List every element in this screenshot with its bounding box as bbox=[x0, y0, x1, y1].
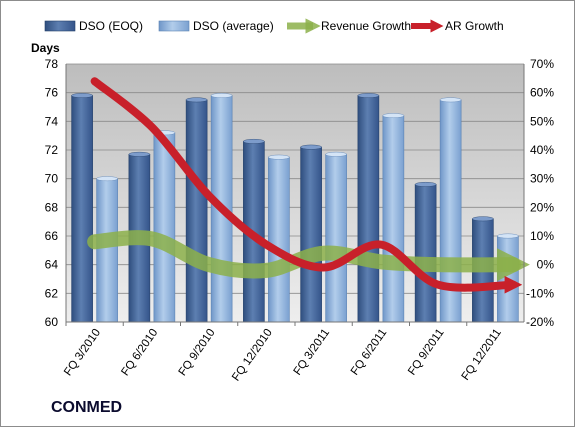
bar-cap bbox=[357, 93, 380, 98]
y2-tick-label: 20% bbox=[530, 200, 554, 214]
growth-lines bbox=[87, 77, 530, 294]
bar-cap bbox=[268, 154, 290, 160]
legend-label: Revenue Growth bbox=[321, 19, 411, 33]
y-tick-label: 74 bbox=[45, 114, 59, 128]
legend-label: DSO (EOQ) bbox=[79, 19, 143, 33]
bar-dso-average bbox=[96, 178, 118, 323]
legend-swatch-dso-eoq bbox=[44, 20, 76, 32]
y-axis-title: Days bbox=[31, 41, 60, 55]
bar-dso-eoq bbox=[300, 146, 322, 323]
bar-dso-average bbox=[153, 132, 176, 323]
y-tick-label: 62 bbox=[45, 286, 59, 300]
x-tick-label: FQ 12/2010 bbox=[230, 327, 275, 384]
x-tick-label: FQ 12/2011 bbox=[460, 327, 504, 383]
y2-tick-label: -20% bbox=[526, 315, 554, 329]
bar-cap bbox=[96, 176, 118, 182]
x-tick-label: FQ 3/2010 bbox=[62, 327, 103, 378]
company-name: CONMED bbox=[51, 399, 123, 416]
bar-cap bbox=[325, 151, 347, 157]
bar-cap bbox=[439, 97, 462, 103]
bar-cap bbox=[497, 233, 519, 239]
bar-cap bbox=[210, 93, 233, 98]
bar-cap bbox=[300, 144, 322, 150]
legend: DSO (EOQ) DSO (average) Revenue Growth AR G… bbox=[44, 18, 504, 34]
y2-tick-label: 70% bbox=[530, 57, 554, 71]
bar-cap bbox=[414, 181, 437, 187]
bar-dso-average bbox=[382, 115, 405, 323]
bar-dso-eoq bbox=[71, 95, 93, 323]
y-tick-label: 70 bbox=[45, 172, 59, 186]
y-tick-label: 68 bbox=[45, 200, 59, 214]
legend-swatch-dso-average bbox=[158, 20, 190, 32]
bar-dso-average bbox=[497, 235, 519, 323]
x-tick-label: FQ 6/2010 bbox=[119, 327, 160, 378]
bar-cap bbox=[382, 113, 405, 119]
legend-label: AR Growth bbox=[445, 19, 504, 33]
y-tick-label: 60 bbox=[45, 315, 59, 329]
bar-dso-eoq bbox=[185, 99, 208, 323]
bar-cap bbox=[71, 93, 93, 98]
y-tick-label: 76 bbox=[45, 86, 59, 100]
x-tick-label: FQ 3/2011 bbox=[292, 327, 333, 378]
y-tick-label: 78 bbox=[45, 57, 59, 71]
legend-label: DSO (average) bbox=[193, 19, 274, 33]
y2-tick-label: 40% bbox=[530, 143, 554, 157]
x-tick-label: FQ 9/2010 bbox=[177, 327, 218, 378]
bar-cap bbox=[243, 138, 265, 144]
y2-tick-label: 30% bbox=[530, 172, 554, 186]
bar-dso-average bbox=[325, 154, 347, 323]
y-tick-label: 72 bbox=[45, 143, 59, 157]
bar-cap bbox=[128, 151, 151, 157]
bar-cap bbox=[472, 216, 494, 222]
y2-tick-label: 0% bbox=[537, 258, 555, 272]
y-tick-label: 64 bbox=[45, 258, 59, 272]
x-tick-label: FQ 9/2011 bbox=[406, 327, 447, 378]
y2-tick-label: -10% bbox=[526, 286, 554, 300]
bar-dso-eoq bbox=[357, 95, 380, 323]
x-tick-label: FQ 6/2011 bbox=[349, 327, 390, 378]
bar-dso-eoq bbox=[414, 184, 437, 323]
line-ar-growth bbox=[90, 77, 523, 294]
y-tick-label: 66 bbox=[45, 229, 59, 243]
bar-cap bbox=[185, 97, 208, 103]
y2-tick-label: 50% bbox=[530, 114, 554, 128]
bar-dso-average bbox=[268, 156, 290, 323]
y2-tick-label: 10% bbox=[530, 229, 554, 243]
y2-tick-label: 60% bbox=[530, 86, 554, 100]
